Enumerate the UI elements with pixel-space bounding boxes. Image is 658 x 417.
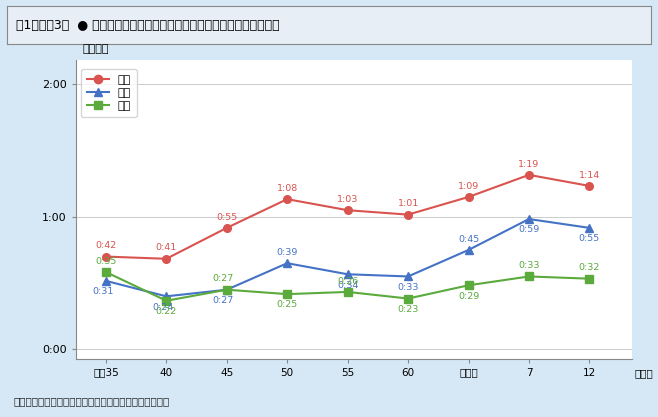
Text: 0:33: 0:33 (519, 261, 540, 270)
平日 (343, 289, 351, 294)
Text: 0:59: 0:59 (519, 226, 540, 234)
Text: 第1－序－3図  ● 男性の家事時間の時系列変化（３曜日，全員平均時間）: 第1－序－3図 ● 男性の家事時間の時系列変化（３曜日，全員平均時間） (16, 18, 280, 32)
平日 (465, 283, 472, 288)
土曜 (404, 274, 412, 279)
Text: 0:32: 0:32 (578, 263, 600, 272)
Text: 0:33: 0:33 (397, 283, 419, 292)
平日 (404, 296, 412, 301)
Text: 1:09: 1:09 (458, 181, 479, 191)
Text: 1:14: 1:14 (579, 171, 600, 180)
Text: 0:55: 0:55 (579, 234, 600, 243)
平日 (102, 269, 110, 274)
Text: 1:19: 1:19 (519, 160, 540, 168)
日曜 (283, 197, 291, 202)
Text: 0:27: 0:27 (213, 274, 234, 284)
平日 (525, 274, 533, 279)
Text: 0:25: 0:25 (276, 301, 298, 309)
日曜 (163, 256, 170, 261)
Line: 土曜: 土曜 (102, 215, 594, 300)
土曜 (223, 287, 231, 292)
Line: 日曜: 日曜 (102, 171, 594, 263)
Text: 1:03: 1:03 (337, 195, 359, 204)
土曜 (343, 272, 351, 277)
日曜 (102, 254, 110, 259)
日曜 (465, 194, 472, 199)
平日 (163, 298, 170, 303)
日曜 (586, 183, 594, 188)
平日 (586, 276, 594, 281)
平日 (223, 287, 231, 292)
土曜 (465, 247, 472, 252)
日曜 (343, 208, 351, 213)
Text: （年）: （年） (635, 368, 653, 378)
Line: 平日: 平日 (102, 268, 594, 304)
Text: 0:22: 0:22 (156, 307, 177, 316)
Text: 0:35: 0:35 (95, 257, 116, 266)
Text: 0:39: 0:39 (276, 248, 298, 257)
Text: 0:45: 0:45 (458, 235, 479, 244)
日曜 (404, 212, 412, 217)
土曜 (525, 216, 533, 221)
日曜 (223, 225, 231, 230)
Text: 0:31: 0:31 (92, 287, 113, 296)
Text: 0:29: 0:29 (458, 291, 479, 301)
Text: 1:01: 1:01 (397, 199, 418, 208)
平日 (283, 291, 291, 296)
日曜 (525, 172, 533, 177)
Text: 0:34: 0:34 (337, 281, 359, 290)
Text: （時間）: （時間） (83, 44, 109, 54)
Text: 0:55: 0:55 (216, 213, 238, 221)
Text: 1:08: 1:08 (276, 184, 298, 193)
土曜 (586, 225, 594, 230)
Text: 0:24: 0:24 (153, 303, 174, 311)
土曜 (283, 261, 291, 266)
Text: 0:23: 0:23 (397, 305, 418, 314)
Text: 0:27: 0:27 (213, 296, 234, 305)
Text: 0:42: 0:42 (95, 241, 116, 250)
土曜 (102, 279, 110, 284)
Text: （備考）日本放送協会『国民生活時間調査』より作成。: （備考）日本放送協会『国民生活時間調査』より作成。 (13, 397, 169, 407)
Legend: 日曜, 土曜, 平日: 日曜, 土曜, 平日 (81, 69, 137, 117)
Text: 0:26: 0:26 (337, 276, 358, 286)
Text: 0:41: 0:41 (156, 244, 177, 252)
土曜 (163, 294, 170, 299)
